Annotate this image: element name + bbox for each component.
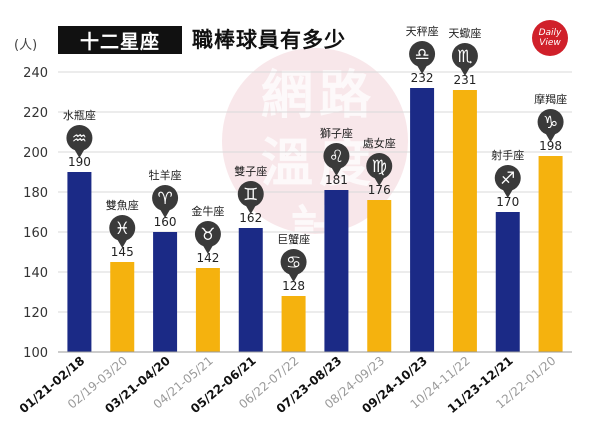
sign-name: 射手座	[491, 148, 524, 162]
marker-pin-circle	[237, 181, 264, 207]
zodiac-symbol-icon: ♍	[372, 157, 387, 177]
marker-pin-circle	[109, 215, 136, 241]
bar	[324, 190, 349, 352]
y-tick-label: 180	[23, 186, 48, 201]
dailyview-logo: Daily View	[532, 20, 568, 56]
marker-pin-circle	[451, 43, 478, 69]
sign-name: 摩羯座	[534, 92, 567, 106]
data-label: 231	[453, 73, 476, 87]
marker-pin-circle	[280, 249, 307, 275]
data-label: 145	[111, 245, 134, 259]
bar	[67, 172, 92, 352]
marker-pin-circle	[409, 41, 436, 67]
bar	[195, 268, 220, 352]
zodiac-symbol-icon: ♈	[157, 189, 172, 209]
bar	[238, 228, 263, 352]
marker-pin-circle	[494, 165, 521, 191]
bar	[410, 88, 435, 352]
sign-name: 天秤座	[406, 24, 439, 38]
marker-pin-circle	[537, 109, 564, 135]
zodiac-symbol-icon: ♊	[243, 185, 258, 205]
data-label: 160	[154, 215, 177, 229]
data-label: 162	[239, 211, 262, 225]
marker-pin-circle	[366, 153, 393, 179]
bar	[495, 212, 520, 352]
zodiac-symbol-icon: ♌	[329, 147, 344, 167]
sign-name: 金牛座	[191, 204, 224, 218]
y-tick-label: 220	[23, 106, 48, 121]
bar	[538, 156, 563, 352]
bar	[281, 296, 306, 352]
data-label: 176	[368, 183, 391, 197]
sign-name: 天蠍座	[448, 26, 481, 40]
y-tick-label: 120	[23, 306, 48, 321]
y-axis-unit: (人)	[14, 38, 38, 53]
y-tick-label: 160	[23, 226, 48, 241]
zodiac-symbol-icon: ♑	[543, 113, 558, 133]
logo-line-2: View	[539, 38, 561, 48]
zodiac-symbol-icon: ♏	[457, 47, 472, 67]
data-label: 170	[496, 195, 519, 209]
zodiac-symbol-icon: ♒	[72, 129, 87, 149]
zodiac-symbol-icon: ♋	[286, 253, 301, 273]
logo-line-1: Daily	[538, 28, 562, 38]
zodiac-symbol-icon: ♐	[500, 169, 515, 189]
data-label: 128	[282, 279, 305, 293]
zodiac-symbol-icon: ♎	[414, 45, 429, 65]
y-tick-label: 140	[23, 266, 48, 281]
sign-name: 巨蟹座	[277, 232, 310, 246]
y-tick-label: 100	[23, 346, 48, 361]
bar	[110, 262, 135, 352]
sign-name: 水瓶座	[63, 108, 96, 122]
bar	[452, 90, 477, 352]
data-label: 142	[196, 251, 219, 265]
bar	[367, 200, 392, 352]
sign-name: 牡羊座	[149, 168, 182, 182]
marker-pin-circle	[152, 185, 179, 211]
marker-pin-circle	[194, 221, 221, 247]
sign-name: 雙子座	[234, 164, 267, 178]
sign-name: 雙魚座	[106, 198, 139, 212]
data-label: 232	[411, 71, 434, 85]
chart-title: 職棒球員有多少	[192, 28, 346, 52]
bar	[153, 232, 178, 352]
data-label: 181	[325, 173, 348, 187]
data-label: 190	[68, 155, 91, 169]
zodiac-symbol-icon: ♉	[200, 225, 215, 245]
marker-pin-circle	[323, 143, 350, 169]
y-tick-label: 240	[23, 66, 48, 81]
chart-tag: 十二星座	[58, 26, 182, 54]
marker-pin-circle	[66, 125, 93, 151]
data-label: 198	[539, 139, 562, 153]
y-tick-label: 200	[23, 146, 48, 161]
sign-name: 處女座	[363, 136, 396, 150]
zodiac-symbol-icon: ♓	[115, 219, 130, 239]
sign-name: 獅子座	[320, 126, 353, 140]
